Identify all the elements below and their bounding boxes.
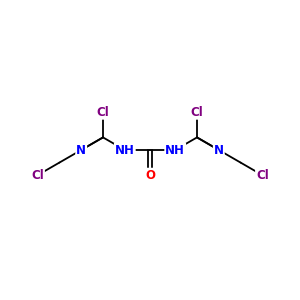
Text: Cl: Cl: [31, 169, 44, 182]
Text: Cl: Cl: [190, 106, 203, 119]
Text: Cl: Cl: [97, 106, 110, 119]
Text: NH: NH: [165, 143, 185, 157]
Text: N: N: [214, 143, 224, 157]
Text: O: O: [145, 169, 155, 182]
Text: NH: NH: [115, 143, 135, 157]
Text: N: N: [76, 143, 86, 157]
Text: Cl: Cl: [256, 169, 269, 182]
